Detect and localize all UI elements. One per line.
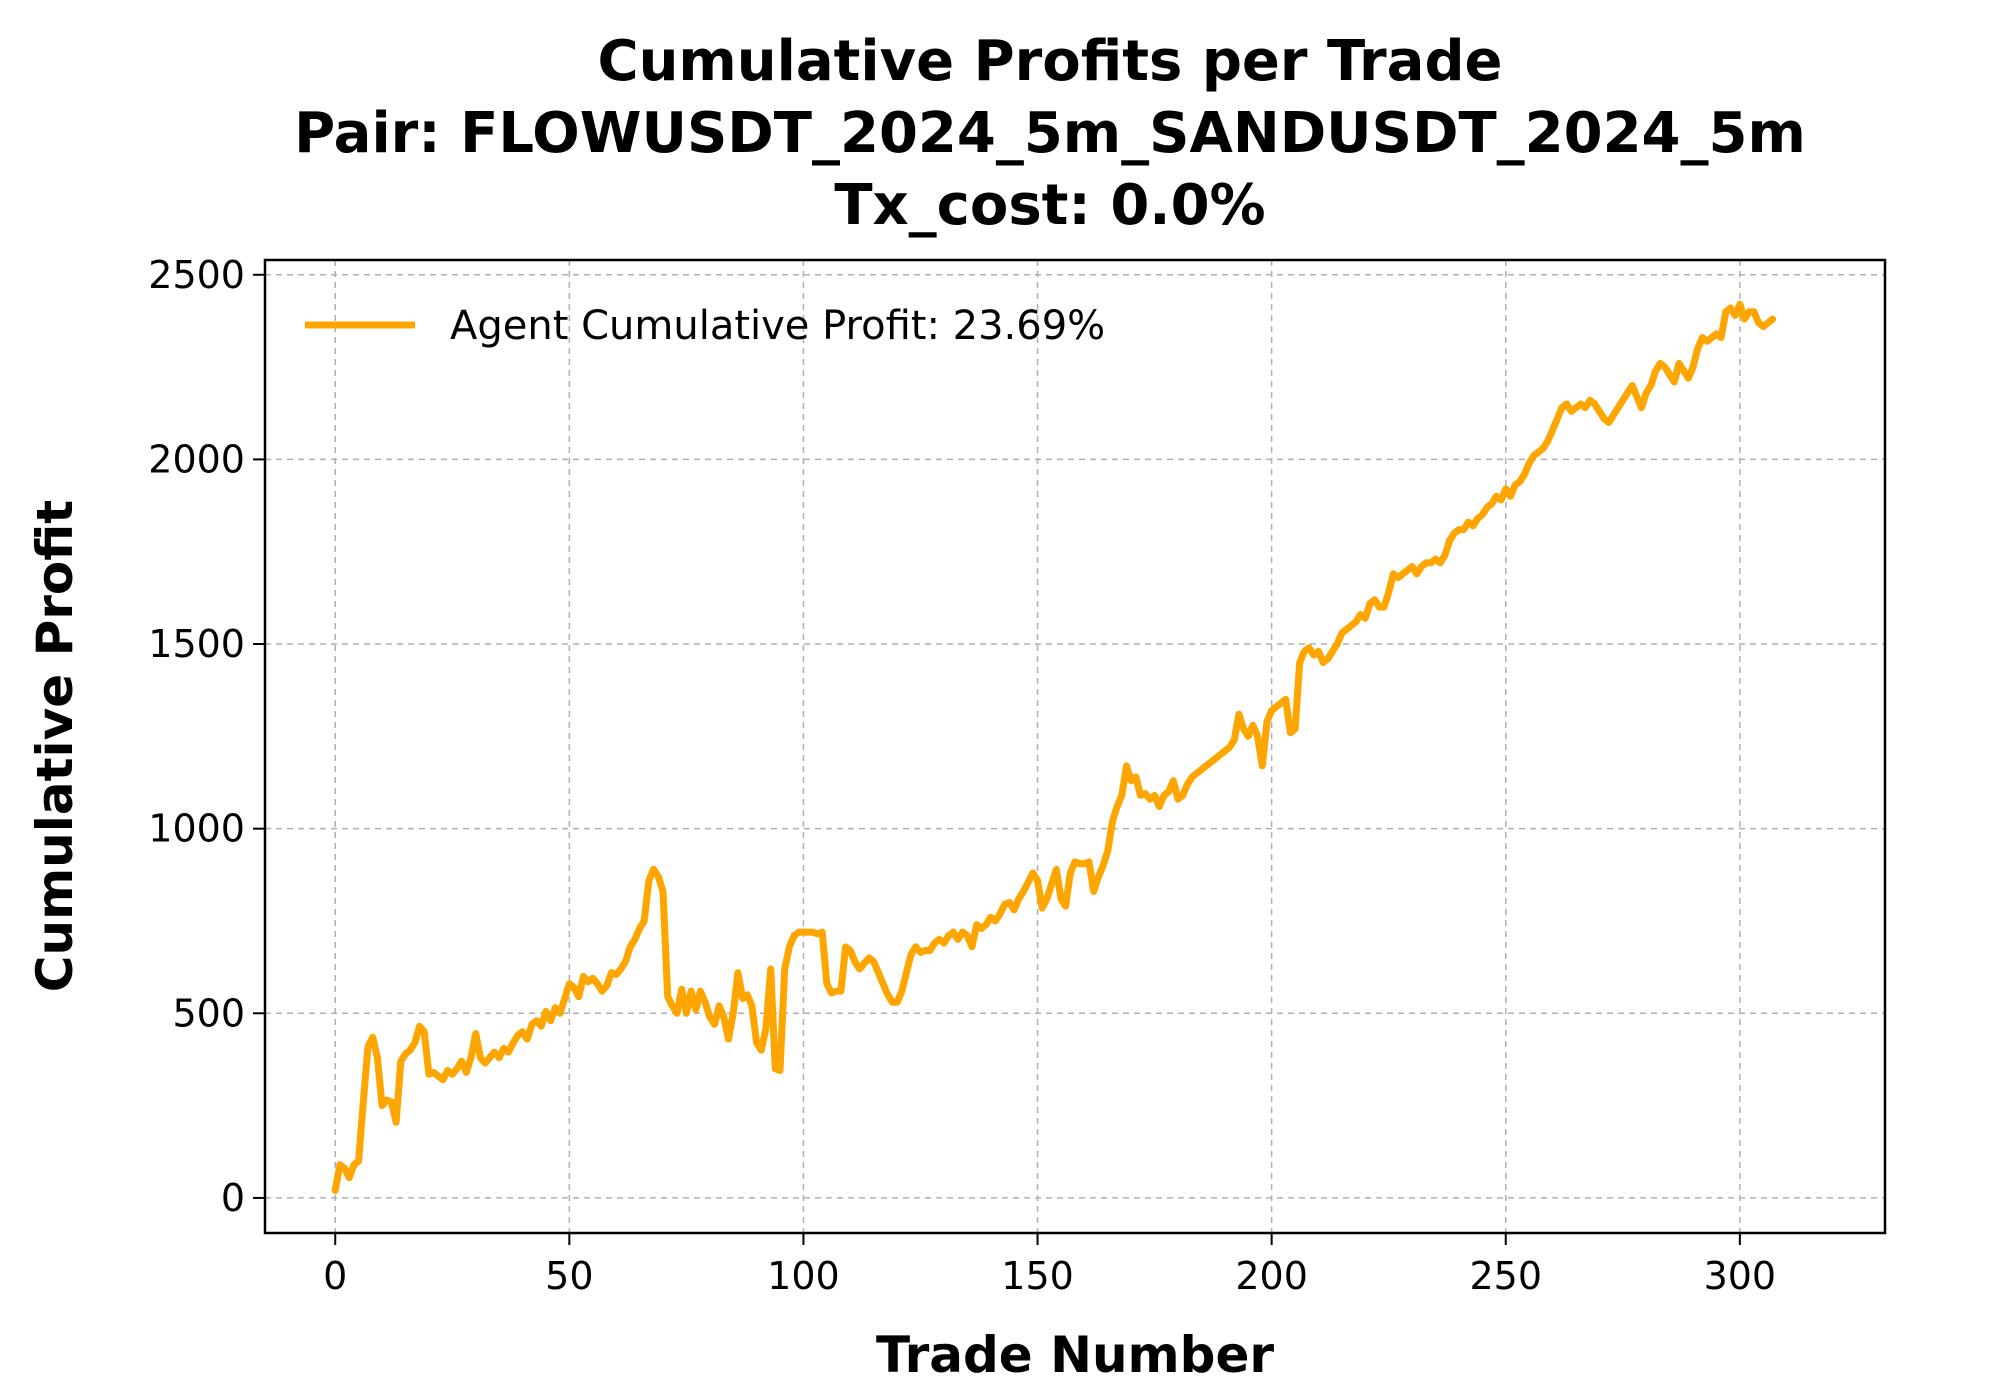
chart-title-line-1: Cumulative Profits per Trade [597,29,1502,94]
y-tick-label: 1000 [148,807,245,851]
x-axis-label: Trade Number [876,1326,1274,1384]
y-tick-label: 500 [172,991,245,1035]
y-tick-label: 2500 [148,253,245,297]
x-tick-label: 250 [1469,1254,1542,1298]
x-tick-label: 50 [545,1254,593,1298]
y-tick-label: 1500 [148,622,245,666]
chart-title-line-3: Tx_cost: 0.0% [834,173,1265,238]
legend-label: Agent Cumulative Profit: 23.69% [450,303,1105,349]
grid [265,260,1885,1233]
y-tick-label: 0 [221,1176,245,1220]
x-tick-label: 150 [1001,1254,1074,1298]
x-tick-label: 0 [323,1254,347,1298]
y-tick-label: 2000 [148,437,245,481]
plot-frame [263,258,1887,1235]
axis-ticks: 0 50 100 150 200 250 300 0 500 1000 1500 2000 2500 [148,253,1776,1298]
y-axis-label: Cumulative Profit [26,500,84,992]
x-tick-label: 100 [767,1254,840,1298]
x-tick-label: 200 [1235,1254,1308,1298]
legend: Agent Cumulative Profit: 23.69% [305,303,1105,349]
series-line-agent-cumulative-profit [331,300,1777,1194]
chart-title-line-2: Pair: FLOWUSDT_2024_5m_SANDUSDT_2024_5m [294,101,1806,166]
x-tick-label: 300 [1704,1254,1777,1298]
